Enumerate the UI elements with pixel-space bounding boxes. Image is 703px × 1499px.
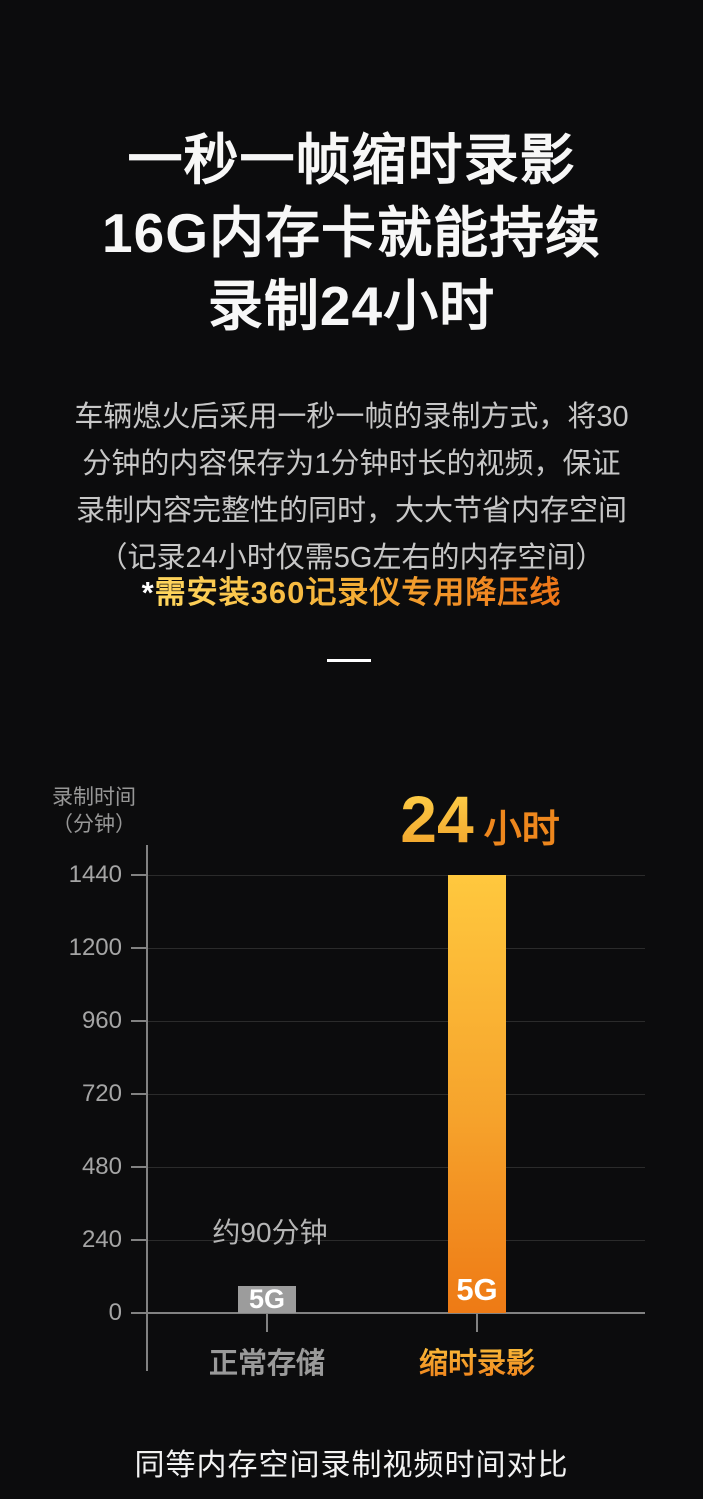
description-line: （记录24小时仅需5G左右的内存空间） (98, 542, 605, 574)
y-tick-label: 0 (108, 1299, 122, 1326)
gridline (147, 1240, 645, 1241)
install-note: *需安装360记录仪专用降压线 (0, 567, 703, 612)
y-tick-mark (131, 1020, 147, 1022)
description-line: 录制内容完整性的同时，大大节省内存空间 (75, 495, 627, 527)
y-tick-label: 720 (81, 1080, 122, 1107)
y-tick-label: 1200 (68, 934, 122, 961)
y-tick-label: 960 (81, 1007, 122, 1034)
category-tick-normal (266, 1314, 268, 1332)
y-axis-title: 录制时间 （分钟） (52, 784, 136, 838)
category-label-timelapse: 缩时录影 (377, 1340, 577, 1382)
timelapse-value-number: 24 (400, 782, 474, 856)
y-tick-mark (131, 1166, 147, 1168)
bar-normal-storage: 5G (238, 1284, 296, 1314)
y-tick-mark (131, 1093, 147, 1095)
y-tick-mark (131, 874, 147, 876)
category-label-normal-storage: 正常存储 (208, 1348, 325, 1380)
y-tick-label: 480 (81, 1153, 122, 1180)
y-tick-label: 240 (81, 1226, 122, 1253)
y-tick-mark (131, 1239, 147, 1241)
normal-bar-value-label: 约90分钟 (212, 1217, 328, 1248)
y-tick-label: 1440 (68, 861, 122, 888)
description-line: 分钟的内容保存为1分钟时长的视频，保证 (82, 448, 621, 480)
y-tick-mark (131, 947, 147, 949)
timelapse-value-unit: 小时 (483, 809, 560, 851)
y-axis-title-line-1: 录制时间 (52, 786, 136, 809)
asterisk: * (141, 575, 155, 610)
y-axis-line (146, 845, 148, 1371)
description-line: 车辆熄火后采用一秒一帧的录制方式，将30 (74, 401, 629, 433)
description-paragraph: 车辆熄火后采用一秒一帧的录制方式，将30 分钟的内容保存为1分钟时长的视频，保证… (0, 394, 703, 582)
bar-timelapse-recording: 5G (448, 875, 506, 1313)
divider-line (327, 659, 371, 662)
chart-caption: 同等内存空间录制视频时间对比 (134, 1449, 569, 1482)
title-line-3: 录制24小时 (207, 275, 496, 337)
install-note-text: 需安装360记录仪专用降压线 (154, 575, 562, 610)
gridline (147, 1167, 645, 1168)
title-line-1: 一秒一帧缩时录影 (127, 129, 576, 191)
y-axis-title-line-2: （分钟） (52, 813, 136, 836)
category-tick-timelapse (476, 1314, 478, 1332)
gridline (147, 1021, 645, 1022)
title-line-2: 16G内存卡就能持续 (102, 202, 601, 264)
gridline (147, 948, 645, 949)
page-title: 一秒一帧缩时录影 16G内存卡就能持续 录制24小时 (0, 124, 703, 343)
x-axis-baseline (131, 1312, 645, 1314)
gridline (147, 1094, 645, 1095)
timelapse-bar-value-label: 24 小时 (380, 786, 580, 853)
timelapse-bar-size-label: 5G (456, 1272, 498, 1307)
gridline (147, 875, 645, 876)
normal-bar-size-label: 5G (248, 1284, 286, 1314)
